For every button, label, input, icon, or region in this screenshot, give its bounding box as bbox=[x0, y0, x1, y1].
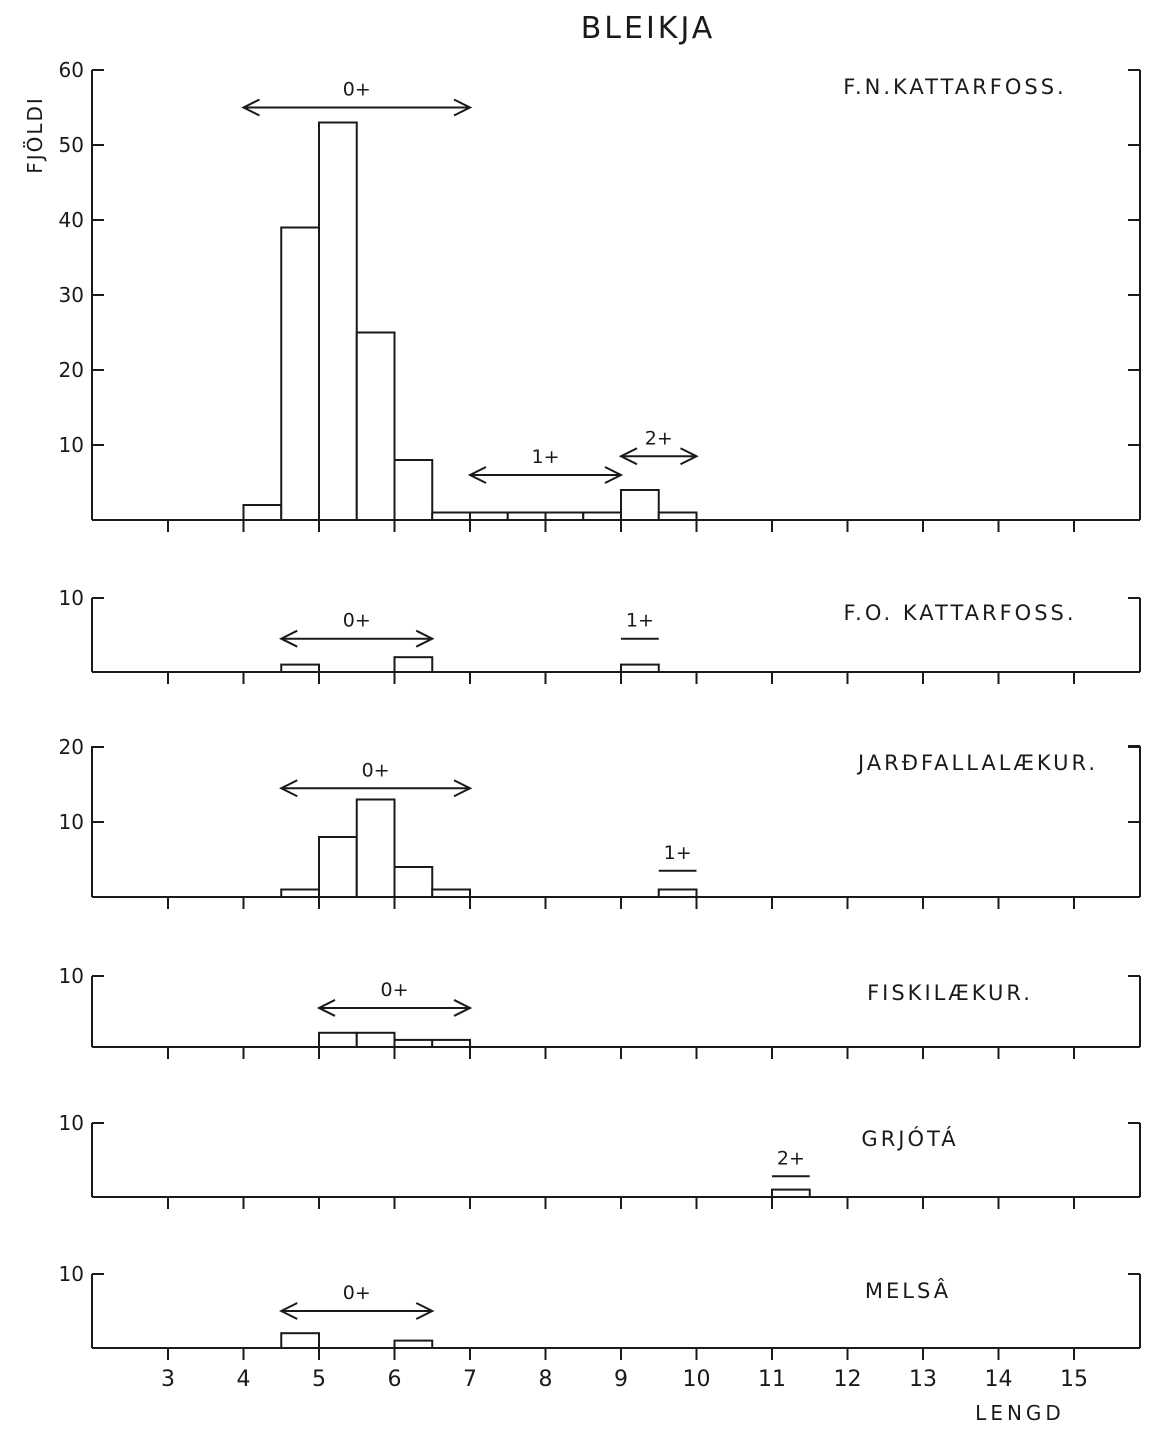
y-tick-label: 60 bbox=[59, 58, 84, 82]
histogram-bar bbox=[469, 511, 509, 521]
arrow-head-right bbox=[453, 999, 473, 1017]
x-tick-label: 5 bbox=[312, 1367, 326, 1392]
y-tick-label: 10 bbox=[59, 586, 84, 610]
histogram-bar bbox=[393, 866, 434, 898]
histogram-bar bbox=[620, 489, 660, 521]
age-group-label: 0+ bbox=[343, 1282, 371, 1304]
y-tick-label: 10 bbox=[59, 1262, 84, 1286]
histogram-bar bbox=[431, 1038, 471, 1049]
y-tick-label: 10 bbox=[59, 1111, 84, 1135]
arrow-head-right bbox=[453, 98, 473, 117]
x-tick-label: 6 bbox=[388, 1367, 402, 1392]
x-tick-label: 9 bbox=[614, 1367, 628, 1392]
arrow-head-left bbox=[279, 779, 298, 798]
histogram-bar bbox=[280, 663, 320, 673]
histogram-bar bbox=[657, 511, 698, 521]
x-tick-label: 8 bbox=[539, 1367, 553, 1392]
histogram-bar bbox=[393, 1038, 434, 1049]
age-group-label: 1+ bbox=[531, 446, 559, 468]
panel-1: 60 50 40 30 20 10 0+ 1+ 2+ F.N.KATTARFOSS. bbox=[59, 58, 1141, 532]
panel-3: 20 10 0+ 1+ JARÐFALLALÆKUR. bbox=[59, 735, 1141, 909]
arrow-head-right bbox=[680, 447, 699, 466]
panel-title: JARÐFALLALÆKUR. bbox=[856, 751, 1098, 775]
x-tick-label: 14 bbox=[985, 1367, 1013, 1392]
arrow-head-right bbox=[453, 779, 473, 798]
panel-5: 10 2+ GRJÓTÁ bbox=[59, 1111, 1141, 1209]
histogram-bar bbox=[544, 511, 585, 521]
x-tick-label: 10 bbox=[683, 1367, 711, 1392]
panel-title: GRJÓTÁ bbox=[861, 1126, 958, 1151]
x-tick-labels: 3 4 5 6 7 8 9 10 11 12 13 14 15 bbox=[161, 1367, 1088, 1392]
histogram-bar bbox=[393, 656, 434, 674]
panels-group: 60 50 40 30 20 10 0+ 1+ 2+ F.N.KATTARFOSS. 10 0+ 1+ F… bbox=[59, 58, 1141, 1392]
histogram-bar bbox=[582, 511, 622, 521]
x-tick-label: 11 bbox=[758, 1367, 786, 1392]
panel-2: 10 0+ 1+ F.O. KATTARFOSS. bbox=[59, 586, 1141, 684]
histogram-bar bbox=[431, 511, 471, 521]
y-tick-label: 20 bbox=[59, 735, 84, 759]
age-group-label: 1+ bbox=[626, 610, 654, 632]
arrow-head-right bbox=[415, 1302, 435, 1320]
panel-title: F.N.KATTARFOSS. bbox=[843, 75, 1066, 99]
histogram-bar bbox=[280, 226, 320, 521]
y-axis-label: FJÖLDI bbox=[23, 96, 47, 174]
panel-6: 10 0+ MELSÂ bbox=[59, 1262, 1141, 1360]
age-group-label: 2+ bbox=[777, 1147, 805, 1169]
x-axis-label: LENGD bbox=[975, 1401, 1065, 1425]
y-tick-label: 30 bbox=[59, 283, 84, 307]
panel-title: FISKILÆKUR. bbox=[867, 981, 1033, 1005]
age-group-label: 0+ bbox=[380, 979, 408, 1001]
histogram-bar bbox=[280, 888, 320, 898]
arrow-head-right bbox=[415, 629, 435, 648]
age-group-label: 1+ bbox=[664, 842, 692, 864]
histogram-bar bbox=[355, 331, 396, 521]
y-tick-label: 40 bbox=[59, 208, 84, 232]
age-group-label: 0+ bbox=[343, 79, 371, 101]
histogram-bar bbox=[620, 663, 660, 673]
panel-4: 10 0+ FISKILÆKUR. bbox=[59, 964, 1141, 1059]
arrow-head-right bbox=[604, 466, 624, 484]
histogram-bar bbox=[242, 504, 283, 521]
age-group-label: 0+ bbox=[362, 759, 390, 781]
panel-title: F.O. KATTARFOSS. bbox=[843, 601, 1076, 625]
x-tick-label: 13 bbox=[909, 1367, 937, 1392]
arrow-head-left bbox=[467, 466, 487, 484]
histogram-bar bbox=[318, 121, 358, 521]
y-tick-label: 10 bbox=[59, 433, 84, 457]
panel-title: MELSÂ bbox=[865, 1278, 951, 1303]
age-group-label: 2+ bbox=[645, 427, 673, 449]
arrow-head-left bbox=[316, 999, 336, 1017]
x-tick-label: 15 bbox=[1060, 1367, 1088, 1392]
x-tick-label: 3 bbox=[161, 1367, 175, 1392]
chart-title: BLEIKJA bbox=[581, 11, 716, 46]
histogram-bar bbox=[355, 1031, 396, 1049]
y-tick-label: 10 bbox=[59, 810, 84, 834]
age-group-label: 0+ bbox=[343, 610, 371, 632]
histogram-bar bbox=[280, 1332, 320, 1349]
histogram-bar bbox=[431, 888, 471, 898]
histogram-bar bbox=[506, 511, 547, 521]
y-tick-label: 20 bbox=[59, 358, 84, 382]
arrow-head-left bbox=[279, 629, 298, 648]
y-tick-label: 10 bbox=[59, 964, 84, 988]
arrow-head-left bbox=[618, 447, 638, 466]
histogram-bar bbox=[393, 459, 434, 521]
arrow-head-left bbox=[279, 1302, 298, 1320]
histogram-bar bbox=[393, 1339, 434, 1349]
histogram-bar bbox=[355, 798, 396, 898]
histogram-bar bbox=[657, 888, 698, 898]
x-tick-label: 4 bbox=[237, 1367, 251, 1392]
arrow-head-left bbox=[241, 98, 260, 117]
histogram-bar bbox=[318, 836, 358, 898]
x-tick-label: 12 bbox=[834, 1367, 862, 1392]
x-tick-label: 7 bbox=[463, 1367, 477, 1392]
histogram-bar bbox=[771, 1188, 811, 1198]
y-tick-label: 50 bbox=[59, 133, 84, 157]
histogram-bar bbox=[318, 1031, 358, 1049]
